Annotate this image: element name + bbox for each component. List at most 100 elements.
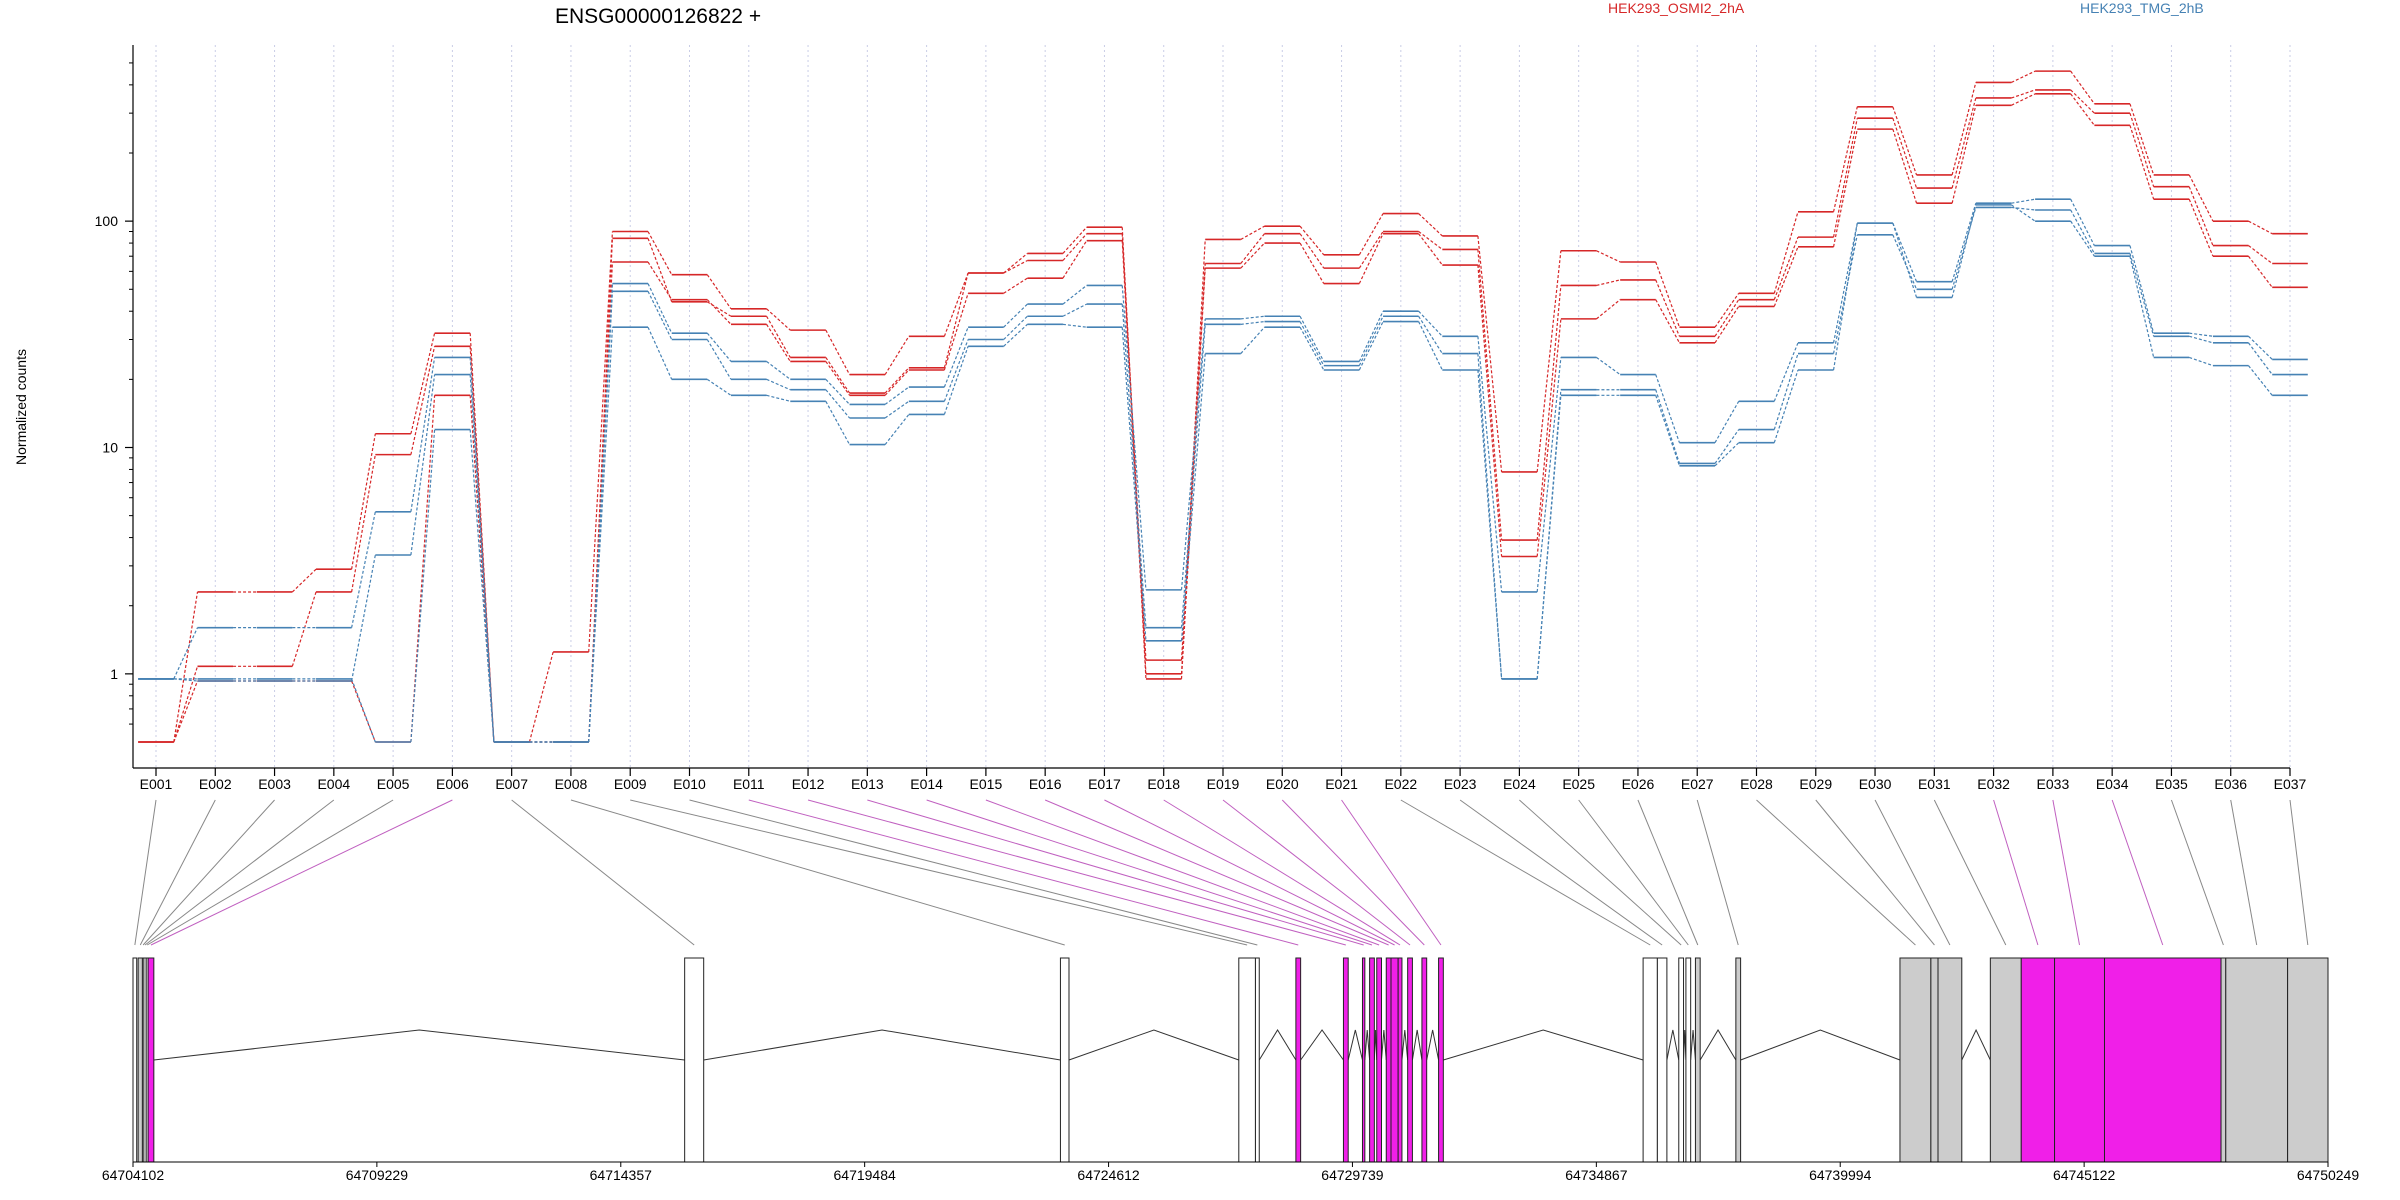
series-segment [1536, 357, 1562, 593]
series-segment [825, 401, 851, 445]
series-segment [410, 346, 436, 455]
exon-box-e021 [1438, 957, 1444, 1163]
series-segment [1062, 226, 1088, 254]
series-segment [943, 346, 969, 415]
series-segment [2129, 245, 2155, 334]
genomic-coordinate-label: 64724612 [1077, 1167, 1140, 1183]
series-segment [1003, 277, 1028, 294]
series-tmg-5 [138, 204, 2308, 743]
series-segment [1892, 128, 1918, 204]
intron-line [1666, 1029, 1680, 1061]
series-segment [1121, 285, 1147, 590]
connector-line [2052, 799, 2081, 946]
series-segment [766, 360, 791, 380]
series-segment [706, 339, 732, 380]
x-tick-label: E032 [1977, 776, 2010, 792]
series-segment [1714, 442, 1740, 467]
x-tick-label: E029 [1799, 776, 1832, 792]
series-segment [1358, 316, 1384, 366]
series-segment [647, 238, 673, 303]
series-segment [1655, 395, 1681, 467]
series-segment [2189, 335, 2214, 344]
connector-line [146, 799, 394, 946]
series-segment [1062, 303, 1087, 317]
series-segment [884, 369, 910, 396]
x-tick-label: E021 [1325, 776, 1358, 792]
series-segment [884, 335, 910, 375]
x-tick-label: E012 [792, 776, 825, 792]
connector-line [1756, 799, 1916, 946]
grid-lines [155, 45, 2291, 768]
series-segment [1832, 223, 1858, 343]
connector-line [1281, 799, 1425, 946]
series-segment [1773, 246, 1799, 307]
series-segment [1773, 342, 1799, 402]
series-segment [1655, 299, 1680, 344]
series-segment [1477, 336, 1503, 593]
connector-line [1400, 799, 1651, 946]
x-tick-label: E011 [733, 776, 765, 792]
series-segment [1892, 222, 1918, 298]
series-segment [706, 378, 732, 396]
intron-line [1380, 1029, 1387, 1061]
series-segment [943, 293, 969, 371]
series-segment [1062, 284, 1088, 305]
x-tick-label: E027 [1681, 776, 1714, 792]
genomic-coordinate-label: 64729739 [1321, 1167, 1384, 1183]
series-segment [1062, 233, 1088, 261]
series-segment [173, 666, 199, 743]
series-segment [1714, 306, 1740, 344]
connector-line [985, 799, 1380, 946]
legend-label-osmi: HEK293_OSMI2_2hA [1608, 0, 1745, 16]
series-segment [884, 386, 910, 405]
genomic-axis: 64704102 64709229 64714357 64719484 64724612… [102, 1161, 2359, 1183]
series-segment [291, 591, 317, 667]
connector-line [1578, 799, 1689, 946]
series-segment [1596, 356, 1621, 376]
exon-box-e013 [1361, 957, 1366, 1163]
series-segment [1121, 240, 1147, 679]
series-segment [647, 326, 673, 380]
series-segment [1358, 213, 1384, 256]
connector-line [1222, 799, 1411, 946]
series-segment [410, 357, 436, 512]
series-lines [138, 70, 2308, 743]
series-segment [1180, 268, 1206, 679]
series-segment [1240, 233, 1265, 264]
x-tick-label: E034 [2096, 776, 2129, 792]
exon-box-e023 [1656, 957, 1668, 1163]
series-segment [943, 272, 969, 368]
series-segment [884, 367, 910, 394]
x-tick-label: E020 [1266, 776, 1299, 792]
series-segment [1536, 395, 1562, 679]
exon-box-e011 [1295, 957, 1302, 1163]
y-tick-label: 100 [95, 213, 119, 229]
series-segment [2070, 209, 2095, 254]
series-segment [825, 329, 851, 375]
exon-box-e012 [1342, 957, 1349, 1163]
x-tick-label: E036 [2214, 776, 2247, 792]
x-tick-label: E019 [1207, 776, 1240, 792]
series-segment [647, 283, 673, 334]
series-segment [1596, 279, 1621, 287]
connector-line [1163, 799, 1401, 946]
exon-box-e032 [2020, 957, 2056, 1163]
series-segment [2070, 220, 2095, 257]
series-segment [2011, 93, 2036, 106]
series-segment [1892, 106, 1918, 176]
exon-box-e001 [132, 957, 138, 1163]
x-tick-label: E035 [2155, 776, 2188, 792]
series-segment [1003, 303, 1028, 328]
series-segment [1418, 315, 1443, 354]
series-segment [647, 231, 673, 275]
series-segment [1536, 250, 1562, 472]
exon-box-e007 [684, 957, 705, 1163]
series-segment [1299, 242, 1325, 284]
connector-line [2289, 799, 2309, 946]
series-segment [1951, 97, 1977, 189]
connector-line [1104, 799, 1395, 946]
series-segment [1003, 323, 1028, 347]
series-segment [1358, 233, 1384, 284]
series-segment [1299, 315, 1325, 362]
intron-line [153, 1029, 685, 1061]
